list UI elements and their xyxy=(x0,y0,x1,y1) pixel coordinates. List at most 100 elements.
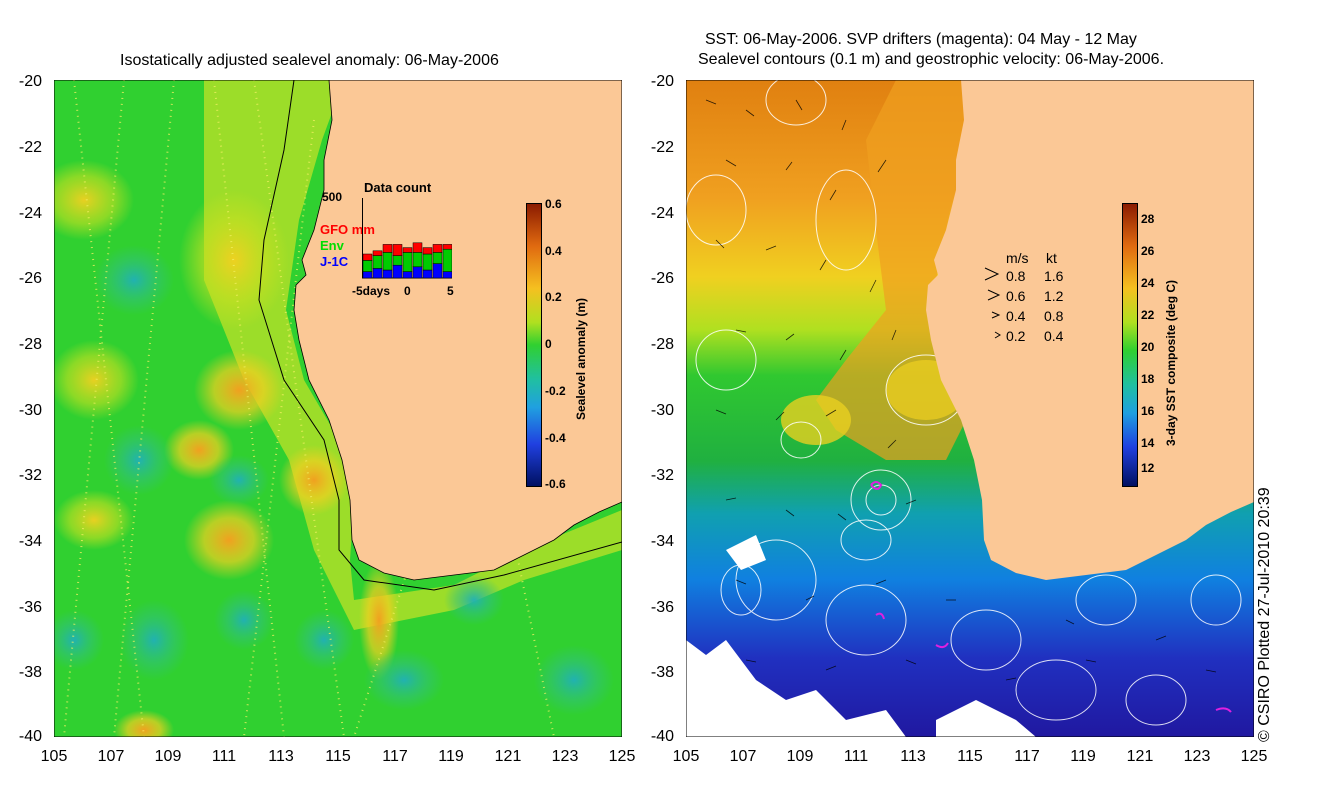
data-count-xlabel: 5 xyxy=(447,284,454,298)
velocity-header-kt: kt xyxy=(1046,250,1057,266)
anomaly-blob xyxy=(54,610,104,670)
y-tick: -34 xyxy=(650,533,674,550)
cb-tick: 0.4 xyxy=(545,244,562,258)
data-count-bar-j1c xyxy=(422,269,433,279)
y-tick: -36 xyxy=(650,599,674,616)
anomaly-blob xyxy=(54,490,134,550)
data-count-bar-j1c xyxy=(392,264,403,279)
y-tick: -28 xyxy=(18,336,42,353)
x-tick: 117 xyxy=(382,748,408,765)
right-panel-title-line2: Sealevel contours (0.1 m) and geostrophi… xyxy=(698,51,1165,68)
x-tick: 113 xyxy=(900,748,926,765)
left-panel-title: Isostatically adjusted sealevel anomaly:… xyxy=(120,52,499,69)
cb-tick: 22 xyxy=(1141,308,1155,322)
velocity-header-ms: m/s xyxy=(1006,250,1029,266)
y-tick: -34 xyxy=(18,533,42,550)
data-count-bar-j1c xyxy=(382,269,393,279)
velocity-row-kt: 0.8 xyxy=(1044,308,1064,324)
cb-tick: 24 xyxy=(1141,276,1155,290)
velocity-row-ms: 0.2 xyxy=(1006,328,1026,344)
x-tick: 125 xyxy=(1240,748,1268,765)
cb-tick: 16 xyxy=(1141,404,1155,418)
cb-tick: 18 xyxy=(1141,372,1155,386)
velocity-row-ms: 0.6 xyxy=(1006,288,1026,304)
data-count-bar-j1c xyxy=(432,263,443,279)
y-tick: -32 xyxy=(18,467,42,484)
velocity-row-ms: 0.4 xyxy=(1006,308,1026,324)
y-tick: -40 xyxy=(18,728,42,745)
legend-env: Env xyxy=(320,238,344,253)
cb-tick: 28 xyxy=(1141,212,1155,226)
data-count-bar-j1c xyxy=(412,266,423,279)
y-tick: -30 xyxy=(650,402,674,419)
data-count-bar-gfo xyxy=(412,242,423,253)
anomaly-blob xyxy=(184,500,274,580)
velocity-row-kt: 1.6 xyxy=(1044,268,1064,284)
x-tick: 115 xyxy=(957,748,983,765)
sst-colorbar xyxy=(1122,203,1138,487)
y-tick: -22 xyxy=(18,139,42,156)
anomaly-blob xyxy=(119,600,189,680)
anomaly-blob xyxy=(534,645,614,715)
x-tick: 119 xyxy=(1070,748,1096,765)
y-tick: -32 xyxy=(650,467,674,484)
x-tick: 115 xyxy=(325,748,351,765)
y-tick: -20 xyxy=(18,73,42,90)
data-count-ymax: 500 xyxy=(322,190,343,204)
anomaly-blob xyxy=(214,590,274,650)
velocity-arrow-icon xyxy=(984,267,1000,281)
csiro-credit: © CSIRO Plotted 27-Jul-2010 20:39 xyxy=(1256,487,1273,742)
data-count-bar-env xyxy=(432,252,443,264)
y-tick: -38 xyxy=(18,664,42,681)
x-tick: 105 xyxy=(40,748,68,765)
velocity-row-ms: 0.8 xyxy=(1006,268,1026,284)
anomaly-blob xyxy=(364,650,444,710)
data-count-bar-gfo xyxy=(442,244,452,250)
data-count-bar-env xyxy=(412,252,423,268)
cb-tick: 12 xyxy=(1141,461,1155,475)
sst-colorbar-label: 3-day SST composite (deg C) xyxy=(1164,279,1178,446)
cb-tick: 0.6 xyxy=(545,197,562,211)
y-tick: -30 xyxy=(18,402,42,419)
x-tick: 125 xyxy=(608,748,636,765)
velocity-row-kt: 0.4 xyxy=(1044,328,1064,344)
cb-tick: 0 xyxy=(545,337,552,351)
velocity-arrow-icon xyxy=(991,311,1001,319)
data-count-bar-j1c xyxy=(442,271,452,279)
y-tick: -24 xyxy=(18,205,42,222)
velocity-arrow-icon xyxy=(987,289,1001,301)
data-count-bar-env xyxy=(382,252,393,271)
data-count-bar-gfo xyxy=(372,250,383,256)
data-count-bar-gfo xyxy=(402,247,413,253)
sst-map xyxy=(686,80,1254,737)
x-tick: 117 xyxy=(1014,748,1040,765)
x-tick: 111 xyxy=(843,748,869,765)
data-count-bar-env xyxy=(362,260,373,272)
data-count-xlabel: 0 xyxy=(404,284,411,298)
data-count-bar-j1c xyxy=(362,271,373,279)
anomaly-blob xyxy=(114,710,174,737)
y-tick: -24 xyxy=(650,205,674,222)
y-tick: -22 xyxy=(650,139,674,156)
anomaly-blob xyxy=(104,425,174,495)
right-panel-title-line1: SST: 06-May-2006. SVP drifters (magenta)… xyxy=(705,31,1137,48)
x-tick: 121 xyxy=(494,748,522,765)
cb-tick: 0.2 xyxy=(545,290,562,304)
x-tick: 107 xyxy=(97,748,125,765)
x-tick: 123 xyxy=(1183,748,1211,765)
data-count-bar-env xyxy=(402,252,413,272)
y-tick: -20 xyxy=(650,73,674,90)
data-count-bar-gfo xyxy=(392,244,403,256)
anomaly-blob xyxy=(444,575,504,625)
y-tick: -28 xyxy=(650,336,674,353)
x-tick: 111 xyxy=(211,748,237,765)
data-count-bar-gfo xyxy=(432,244,443,253)
x-tick: 119 xyxy=(438,748,464,765)
cb-tick: 14 xyxy=(1141,436,1155,450)
sealevel-colorbar xyxy=(526,203,542,487)
y-tick: -38 xyxy=(650,664,674,681)
x-tick: 107 xyxy=(729,748,757,765)
data-count-bar-env xyxy=(442,248,452,272)
cb-tick: -0.2 xyxy=(545,384,566,398)
anomaly-blob xyxy=(54,160,134,240)
